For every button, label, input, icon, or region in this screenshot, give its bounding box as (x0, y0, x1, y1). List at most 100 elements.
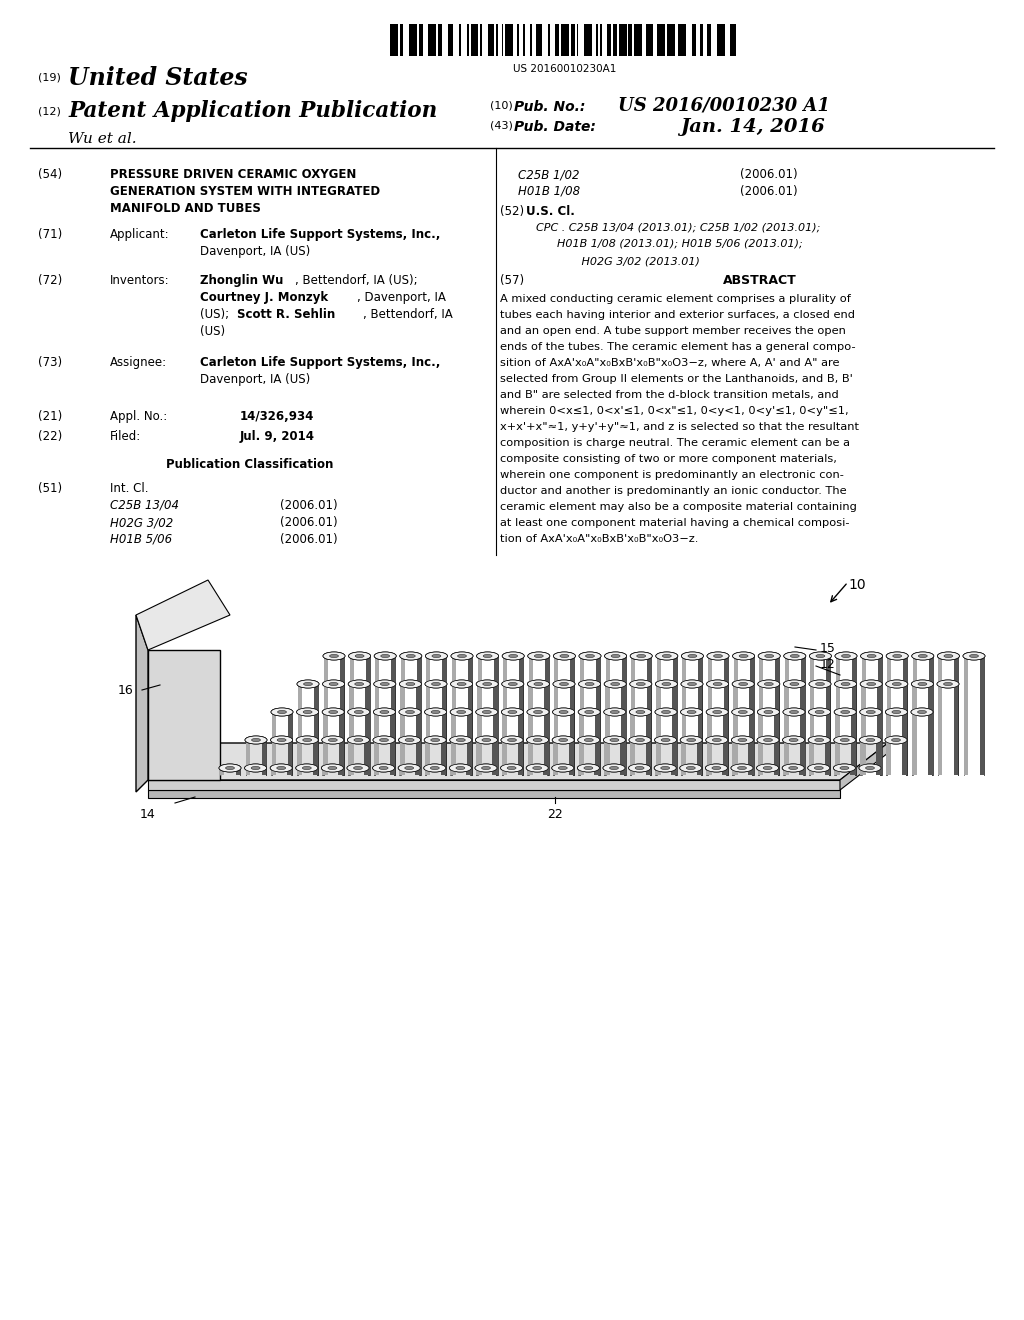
Ellipse shape (655, 680, 678, 688)
Bar (698, 684, 702, 775)
Ellipse shape (373, 764, 394, 772)
Bar (569, 741, 573, 775)
Bar (518, 741, 522, 775)
Ellipse shape (654, 737, 677, 744)
Bar (656, 684, 660, 775)
Ellipse shape (297, 708, 318, 715)
Ellipse shape (791, 655, 800, 657)
Ellipse shape (430, 738, 440, 742)
Bar (503, 656, 507, 775)
Ellipse shape (629, 737, 651, 744)
Ellipse shape (687, 710, 696, 714)
Bar (375, 684, 379, 775)
Ellipse shape (380, 682, 390, 686)
Bar (543, 768, 547, 775)
Text: 14: 14 (140, 808, 156, 821)
Text: , Bettendorf, IA: , Bettendorf, IA (362, 308, 453, 321)
Ellipse shape (841, 682, 850, 685)
Bar (620, 768, 624, 775)
Ellipse shape (276, 766, 286, 770)
Ellipse shape (681, 652, 703, 660)
Ellipse shape (406, 738, 414, 742)
Ellipse shape (456, 738, 466, 742)
Ellipse shape (866, 710, 876, 714)
Ellipse shape (763, 767, 772, 770)
Ellipse shape (885, 737, 907, 744)
Bar (466, 768, 470, 775)
Text: Applicant:: Applicant: (110, 228, 170, 242)
Ellipse shape (604, 680, 627, 688)
Bar (730, 24, 736, 55)
Text: at least one component material having a chemical composi-: at least one component material having a… (500, 517, 850, 528)
Ellipse shape (270, 764, 292, 772)
Ellipse shape (732, 652, 755, 660)
Bar (340, 656, 344, 775)
Ellipse shape (660, 738, 671, 742)
Ellipse shape (891, 738, 901, 742)
Text: 10: 10 (848, 578, 865, 591)
Ellipse shape (918, 710, 927, 714)
Ellipse shape (475, 764, 497, 772)
Ellipse shape (502, 708, 523, 715)
Text: US 2016/0010230 A1: US 2016/0010230 A1 (618, 96, 829, 115)
Bar (553, 768, 557, 775)
Ellipse shape (579, 652, 601, 660)
Ellipse shape (687, 682, 696, 685)
Text: Davenport, IA (US): Davenport, IA (US) (200, 374, 310, 385)
Ellipse shape (610, 738, 618, 742)
Ellipse shape (841, 710, 850, 714)
Ellipse shape (559, 738, 567, 742)
Ellipse shape (373, 764, 394, 772)
Ellipse shape (399, 652, 422, 660)
Bar (349, 656, 353, 775)
Ellipse shape (323, 680, 345, 688)
Bar (580, 656, 584, 775)
Ellipse shape (835, 680, 857, 688)
Bar (655, 741, 659, 775)
Ellipse shape (501, 737, 523, 744)
Ellipse shape (636, 653, 646, 657)
Ellipse shape (969, 653, 979, 657)
Ellipse shape (636, 682, 645, 685)
Ellipse shape (707, 708, 728, 715)
Ellipse shape (790, 738, 798, 742)
Bar (604, 768, 608, 775)
Bar (679, 24, 686, 55)
Ellipse shape (758, 680, 780, 688)
Ellipse shape (347, 764, 369, 772)
Ellipse shape (245, 737, 267, 744)
Bar (399, 741, 403, 775)
Bar (365, 711, 369, 775)
Ellipse shape (737, 766, 746, 770)
Bar (810, 684, 814, 775)
Bar (621, 711, 625, 775)
Ellipse shape (783, 652, 806, 660)
Ellipse shape (707, 680, 729, 688)
Bar (903, 656, 907, 775)
Bar (708, 24, 711, 55)
Bar (261, 768, 265, 775)
Bar (681, 768, 685, 775)
Ellipse shape (859, 764, 881, 772)
Ellipse shape (432, 655, 441, 657)
Bar (783, 768, 787, 775)
Ellipse shape (629, 764, 650, 772)
Text: PRESSURE DRIVEN CERAMIC OXYGEN: PRESSURE DRIVEN CERAMIC OXYGEN (110, 168, 356, 181)
Ellipse shape (834, 737, 856, 744)
Ellipse shape (713, 653, 723, 657)
Bar (391, 656, 395, 775)
Ellipse shape (559, 710, 568, 714)
Bar (447, 24, 454, 55)
Bar (707, 768, 711, 775)
Ellipse shape (731, 737, 754, 744)
Ellipse shape (835, 680, 857, 688)
Ellipse shape (456, 767, 465, 770)
Bar (400, 711, 404, 775)
Bar (903, 684, 907, 775)
Ellipse shape (456, 766, 465, 770)
Ellipse shape (866, 738, 874, 742)
Ellipse shape (911, 708, 933, 715)
Ellipse shape (553, 652, 575, 660)
Text: (2006.01): (2006.01) (740, 185, 798, 198)
Ellipse shape (808, 764, 829, 772)
